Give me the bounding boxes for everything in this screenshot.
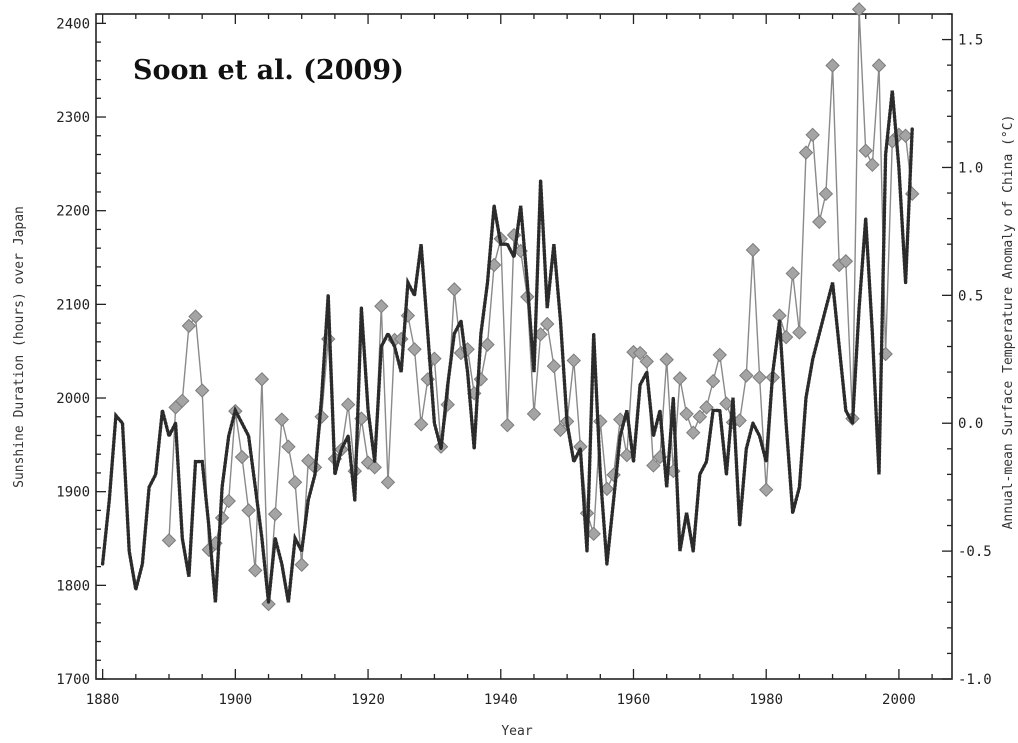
sunshine-diamond-marker bbox=[287, 475, 303, 490]
y-left-tick-label: 2100 bbox=[56, 297, 90, 313]
y-left-tick-label: 1800 bbox=[56, 578, 90, 594]
sunshine-diamond-marker bbox=[413, 417, 429, 432]
sunshine-diamond-marker bbox=[161, 533, 177, 548]
y-right-tick-label: -1.0 bbox=[958, 672, 992, 688]
x-tick-label: 1900 bbox=[218, 692, 252, 708]
sunshine-diamond-marker bbox=[805, 127, 820, 143]
sunshine-diamond-marker bbox=[705, 373, 721, 389]
sunshine-diamond-marker bbox=[692, 409, 708, 424]
sunshine-diamond-marker bbox=[241, 503, 256, 518]
sunshine-diamond-marker bbox=[758, 482, 774, 498]
y-left-tick-label: 2300 bbox=[56, 110, 90, 126]
sunshine-diamond-marker bbox=[745, 242, 761, 258]
y-right-tick-label: 1.0 bbox=[958, 160, 983, 176]
x-axis-title: Year bbox=[501, 724, 532, 739]
y-right-tick-label: 1.5 bbox=[958, 33, 983, 49]
sunshine-diamond-marker bbox=[367, 460, 382, 475]
sunshine-diamond-marker bbox=[798, 145, 814, 160]
sunshine-diamond-marker bbox=[234, 449, 250, 465]
y-left-tick-label: 2400 bbox=[56, 16, 90, 32]
sunshine-diamond-marker bbox=[752, 370, 767, 385]
sunshine-diamond-marker bbox=[672, 371, 688, 386]
sunshine-diamond-marker bbox=[380, 475, 396, 490]
sunshine-diamond-marker bbox=[553, 422, 568, 438]
sunshine-diamond-marker bbox=[248, 563, 263, 578]
sunshine-diamond-marker bbox=[898, 128, 913, 143]
y-right-tick-label: -0.5 bbox=[958, 544, 992, 560]
series-layer bbox=[100, 2, 920, 612]
sunshine-diamond-marker bbox=[818, 186, 834, 202]
temperature-anomaly-line bbox=[100, 90, 914, 603]
sunshine-diamond-marker bbox=[632, 345, 648, 361]
sunshine-diamond-marker bbox=[175, 393, 190, 409]
sunshine-diamond-marker bbox=[865, 157, 880, 173]
sunshine-diamond-marker bbox=[871, 58, 887, 73]
sunshine-diamond-marker bbox=[838, 254, 854, 269]
sunshine-diamond-marker bbox=[540, 316, 555, 332]
sunshine-diamond-marker bbox=[785, 266, 800, 281]
sunshine-diamond-marker bbox=[686, 425, 701, 440]
x-tick-label: 1880 bbox=[86, 692, 120, 708]
axis-ticks bbox=[96, 13, 952, 680]
sunshine-diamond-marker bbox=[274, 412, 290, 427]
sunshine-diamond-marker bbox=[812, 214, 827, 230]
y-axis-left-title: Sunshine Duration (hours) over Japan bbox=[12, 206, 27, 488]
sunshine-diamond-marker bbox=[858, 143, 873, 158]
sunshine-diamond-marker bbox=[712, 347, 727, 363]
sunshine-diamond-marker bbox=[679, 406, 694, 422]
x-tick-label: 2000 bbox=[882, 692, 916, 708]
sunshine-diamond-marker bbox=[221, 493, 236, 509]
sunshine-diamond-marker bbox=[593, 414, 608, 429]
tick-labels: 1880 1900 1920 1940 1960 1980 2000 1700 1800 1900… bbox=[56, 16, 991, 708]
sunshine-diamond-marker bbox=[340, 397, 356, 412]
x-tick-label: 1920 bbox=[351, 692, 385, 708]
y-right-tick-label: 0.5 bbox=[958, 288, 983, 304]
y-left-tick-label: 1700 bbox=[56, 672, 90, 688]
sunshine-diamond-marker bbox=[699, 400, 714, 415]
y-left-tick-label: 2200 bbox=[56, 204, 90, 220]
y-left-tick-label: 2000 bbox=[56, 391, 90, 407]
sunshine-diamond-marker bbox=[566, 353, 581, 368]
sunshine-diamond-marker bbox=[261, 596, 276, 612]
sunshine-diamond-marker bbox=[194, 383, 210, 398]
x-tick-label: 1940 bbox=[484, 692, 518, 708]
sunshine-diamond-marker bbox=[500, 417, 515, 433]
plot-frame bbox=[95, 13, 953, 680]
sunshine-diamond-marker bbox=[546, 358, 562, 374]
y-left-tick-label: 1900 bbox=[56, 485, 90, 501]
sunshine-diamond-marker bbox=[659, 352, 674, 367]
chart-title: Soon et al. (2009) bbox=[133, 55, 404, 86]
sunshine-diamond-marker bbox=[778, 329, 794, 345]
y-axis-right-title: Annual-mean Surface Temperature Anomaly … bbox=[1001, 115, 1016, 530]
x-tick-label: 1980 bbox=[749, 692, 783, 708]
sunshine-diamond-marker bbox=[739, 368, 754, 383]
sunshine-diamond-marker bbox=[407, 342, 422, 357]
x-tick-label: 1960 bbox=[617, 692, 651, 708]
sunshine-diamond-marker bbox=[646, 458, 661, 473]
sunshine-diamond-marker bbox=[825, 58, 840, 73]
sunshine-diamond-marker bbox=[526, 406, 542, 422]
sunshine-diamond-marker bbox=[374, 299, 389, 314]
sunshine-diamond-marker bbox=[267, 506, 283, 522]
y-right-tick-label: 0.0 bbox=[958, 416, 983, 432]
sunshine-diamond-marker bbox=[294, 557, 309, 572]
sunshine-diamond-marker bbox=[400, 308, 416, 323]
sunshine-diamond-marker bbox=[188, 309, 203, 324]
sunshine-diamond-marker bbox=[281, 439, 296, 454]
sunshine-diamond-marker bbox=[480, 337, 495, 352]
sunshine-diamond-marker bbox=[254, 372, 270, 387]
sunshine-diamond-marker bbox=[473, 372, 489, 387]
sunshine-diamond-marker bbox=[586, 526, 601, 542]
sunshine-diamond-marker bbox=[851, 2, 867, 17]
sunshine-diamond-marker bbox=[447, 282, 462, 297]
sunshine-diamond-marker bbox=[181, 318, 197, 334]
sunshine-diamond-marker bbox=[719, 396, 734, 411]
sunshine-diamond-marker bbox=[639, 354, 654, 369]
sunshine-diamond-marker bbox=[792, 325, 807, 340]
